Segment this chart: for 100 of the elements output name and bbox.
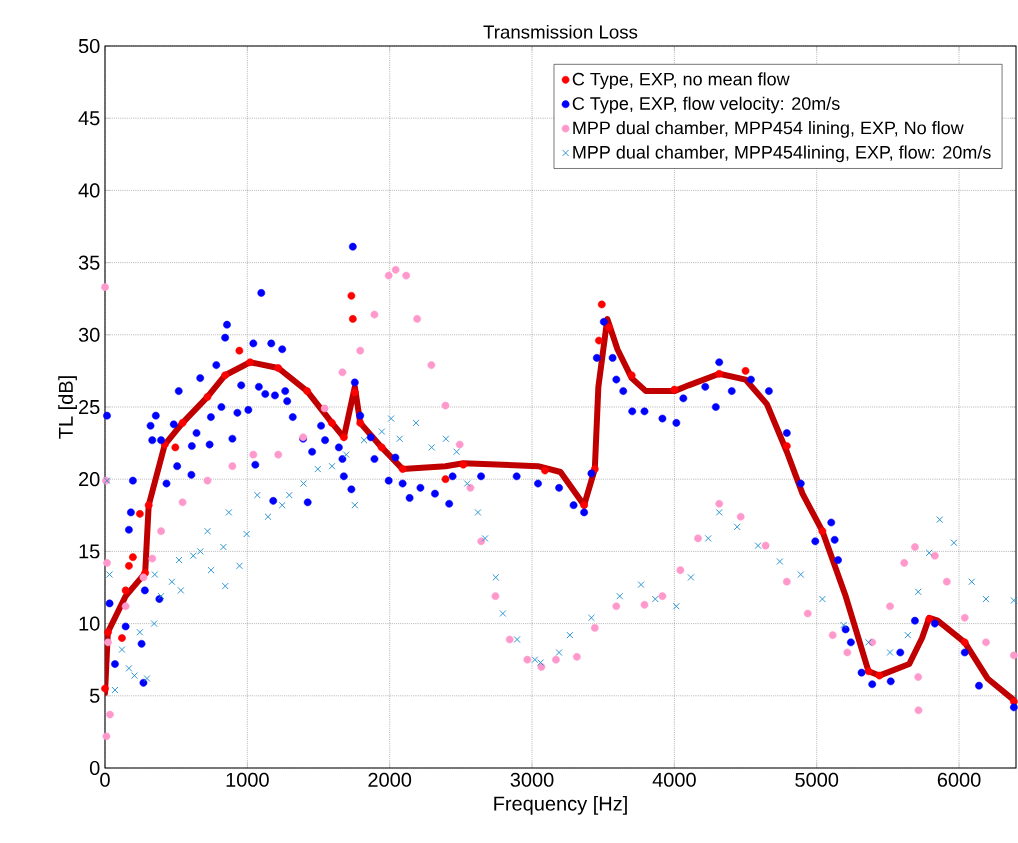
point [348, 315, 357, 323]
x-tick-label: 2000 [368, 772, 412, 787]
legend-label: C Type, EXP, flow velocity: 20m/s [572, 96, 840, 114]
point [356, 419, 365, 427]
point [960, 613, 969, 622]
point [274, 364, 283, 372]
point [221, 371, 230, 380]
point [715, 369, 724, 378]
point [178, 419, 187, 427]
y-tick-label: 45 [78, 111, 100, 126]
point [398, 465, 407, 473]
point [627, 371, 636, 380]
point [125, 561, 133, 570]
point [982, 638, 990, 647]
point [960, 638, 969, 647]
point [413, 315, 422, 323]
point [741, 367, 750, 375]
point [441, 401, 450, 410]
point [148, 554, 157, 563]
point [552, 655, 560, 664]
point [715, 499, 724, 508]
point [676, 566, 685, 575]
point [101, 283, 109, 292]
y-tick-label: 35 [78, 255, 100, 270]
y-axis-title: TL [dB] [58, 376, 77, 439]
point [249, 450, 258, 459]
point [640, 600, 649, 609]
chart-title: Transmission Loss [483, 24, 638, 39]
point [106, 710, 114, 719]
point [338, 368, 347, 377]
point [121, 586, 130, 595]
point [246, 358, 254, 367]
point [350, 388, 359, 397]
point [102, 732, 111, 741]
point [441, 475, 450, 484]
point [803, 609, 812, 618]
point [590, 624, 599, 632]
point [761, 541, 770, 550]
point [139, 573, 148, 582]
point [121, 602, 130, 611]
point [144, 501, 153, 510]
point [605, 323, 613, 332]
x-tick-label: 5000 [795, 772, 839, 787]
point [347, 291, 356, 300]
point [171, 443, 180, 452]
point [274, 450, 283, 459]
point [843, 648, 852, 657]
point [118, 634, 126, 642]
point [103, 559, 111, 567]
point [818, 527, 827, 536]
point [491, 592, 500, 601]
point [370, 310, 379, 319]
point [782, 442, 791, 450]
point [670, 385, 679, 394]
point [459, 460, 468, 469]
point [129, 553, 137, 562]
point [864, 667, 873, 676]
legend-label: MPP dual chamber, MPP454 lining, EXP, No flow [573, 121, 964, 138]
x-tick-label: 6000 [937, 772, 981, 787]
point [427, 361, 436, 369]
y-tick-label: 40 [78, 183, 100, 198]
point [377, 443, 386, 452]
point [597, 300, 606, 309]
point [157, 527, 165, 536]
point [505, 635, 514, 644]
point [736, 512, 745, 521]
point [573, 652, 581, 661]
x-tick-label: 0 [100, 772, 110, 787]
point [900, 559, 909, 567]
y-tick-label: 20 [79, 472, 100, 487]
point [104, 628, 112, 637]
point [523, 655, 532, 664]
point [178, 498, 187, 507]
y-tick-label: 25 [79, 399, 100, 415]
point [402, 271, 411, 280]
point [203, 393, 212, 401]
x-axis-title: Frequency [Hz] [494, 796, 627, 815]
point [828, 631, 837, 640]
point [455, 440, 464, 449]
point [914, 673, 923, 681]
x-tick-label: 4000 [652, 772, 696, 787]
point [303, 387, 311, 395]
point [228, 462, 237, 471]
x-tick-label: 1000 [226, 772, 269, 787]
point [694, 534, 702, 543]
y-tick-label: 15 [79, 544, 100, 559]
point [942, 577, 951, 586]
point [930, 551, 939, 560]
point [911, 543, 919, 551]
y-tick-label: 30 [78, 327, 100, 342]
point [384, 271, 393, 280]
y-tick-label: 50 [78, 38, 100, 54]
point [101, 684, 109, 693]
point [391, 265, 400, 274]
point [235, 346, 244, 355]
point [356, 346, 365, 355]
point [782, 577, 791, 586]
legend-label: MPP dual chamber, MPP454lining, EXP, flow: 20m/s [573, 145, 991, 163]
point [925, 615, 934, 624]
y-tick-label: 10 [79, 616, 100, 631]
